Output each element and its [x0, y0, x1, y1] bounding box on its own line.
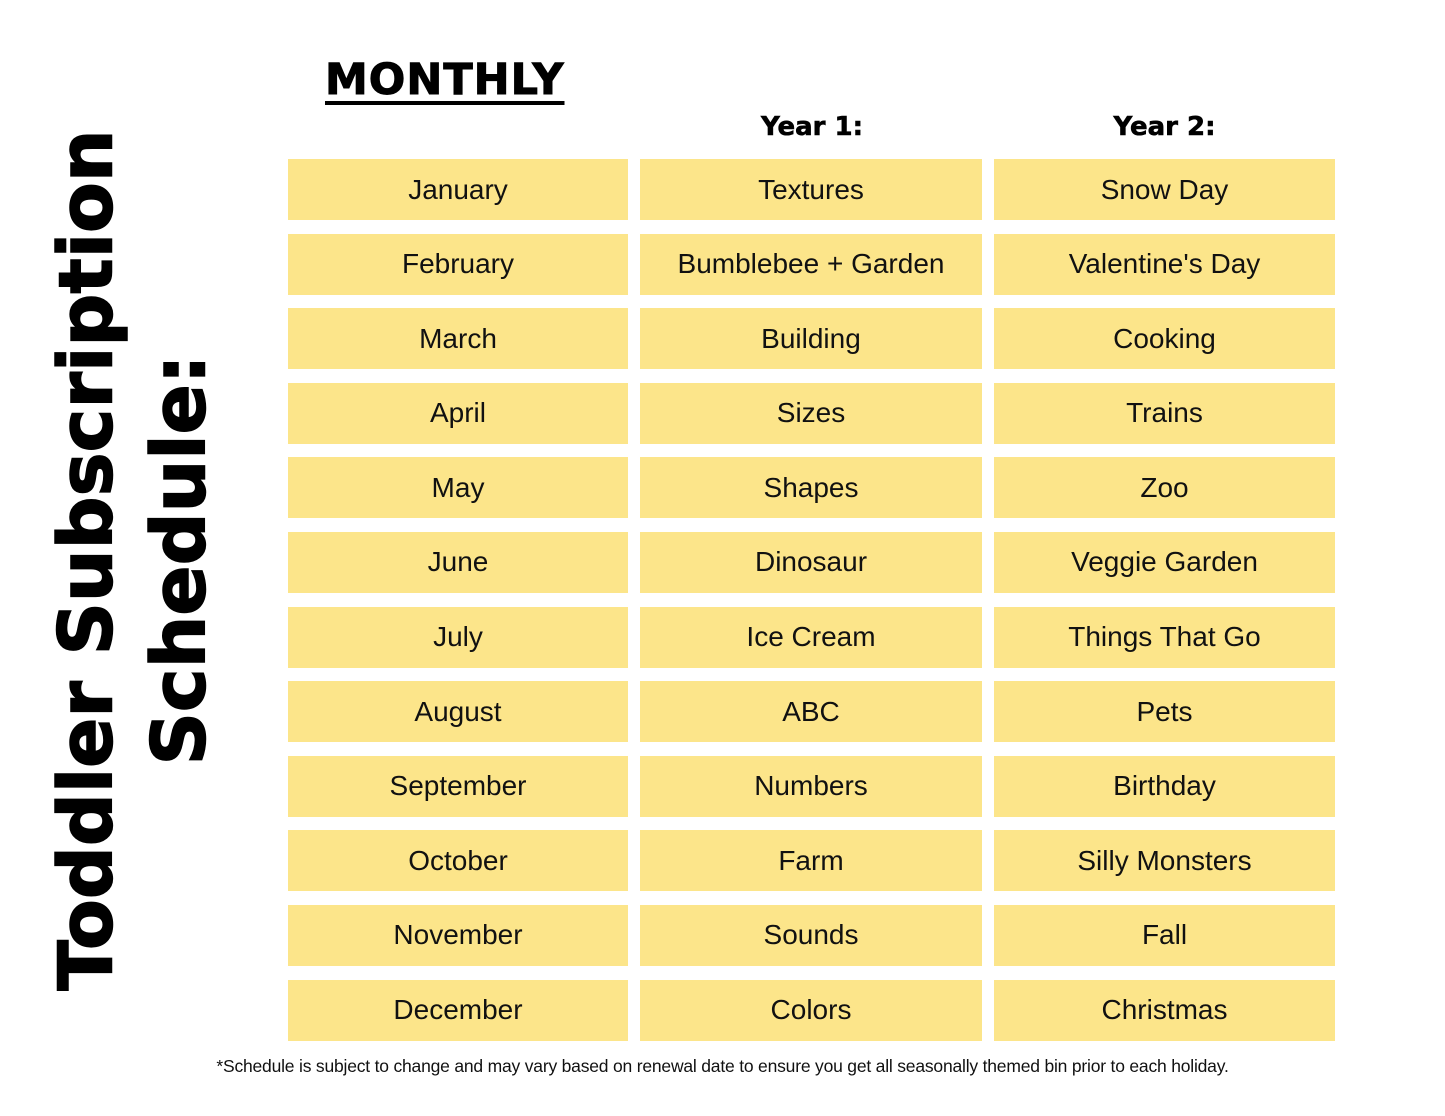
year1-theme-cell: Colors	[640, 979, 982, 1041]
month-cell: December	[288, 979, 628, 1041]
year1-theme-cell: Numbers	[640, 755, 982, 817]
year1-theme-cell: Shapes	[640, 457, 982, 519]
year2-theme-cell: Things That Go	[994, 606, 1335, 668]
year1-theme-cell: Ice Cream	[640, 606, 982, 668]
year2-column-header: Year 2:	[1113, 112, 1216, 143]
month-cell: June	[288, 531, 628, 593]
year2-theme-cell: Trains	[994, 382, 1335, 444]
page-title-line1: Toddler Subscription	[43, 129, 131, 992]
month-cell: July	[288, 606, 628, 668]
schedule-grid: January Textures Snow Day February Bumblebee…	[288, 159, 1335, 1041]
year2-theme-cell: Snow Day	[994, 159, 1335, 220]
year1-theme-cell: Dinosaur	[640, 531, 982, 593]
month-cell: September	[288, 755, 628, 817]
year2-theme-cell: Fall	[994, 904, 1335, 966]
year1-column-header: Year 1:	[761, 112, 864, 143]
month-cell: October	[288, 830, 628, 892]
year2-theme-cell: Valentine's Day	[994, 233, 1335, 295]
month-cell: August	[288, 681, 628, 743]
year1-theme-cell: Building	[640, 308, 982, 370]
year1-theme-cell: ABC	[640, 681, 982, 743]
month-cell: April	[288, 382, 628, 444]
year2-theme-cell: Veggie Garden	[994, 531, 1335, 593]
page-title-vertical: Toddler Subscription Schedule:	[41, 80, 226, 1040]
year2-theme-cell: Christmas	[994, 979, 1335, 1041]
year1-theme-cell: Sizes	[640, 382, 982, 444]
month-cell: November	[288, 904, 628, 966]
year1-theme-cell: Sounds	[640, 904, 982, 966]
monthly-heading: MONTHLY	[325, 55, 565, 106]
month-cell: March	[288, 308, 628, 370]
year1-theme-cell: Farm	[640, 830, 982, 892]
year2-theme-cell: Birthday	[994, 755, 1335, 817]
year1-theme-cell: Textures	[640, 159, 982, 220]
year2-theme-cell: Pets	[994, 681, 1335, 743]
month-cell: January	[288, 159, 628, 220]
page-title-line2: Schedule:	[135, 354, 223, 766]
year2-theme-cell: Zoo	[994, 457, 1335, 519]
month-cell: May	[288, 457, 628, 519]
month-cell: February	[288, 233, 628, 295]
footnote: *Schedule is subject to change and may v…	[216, 1056, 1229, 1076]
year1-theme-cell: Bumblebee + Garden	[640, 233, 982, 295]
year2-theme-cell: Silly Monsters	[994, 830, 1335, 892]
year2-theme-cell: Cooking	[994, 308, 1335, 370]
